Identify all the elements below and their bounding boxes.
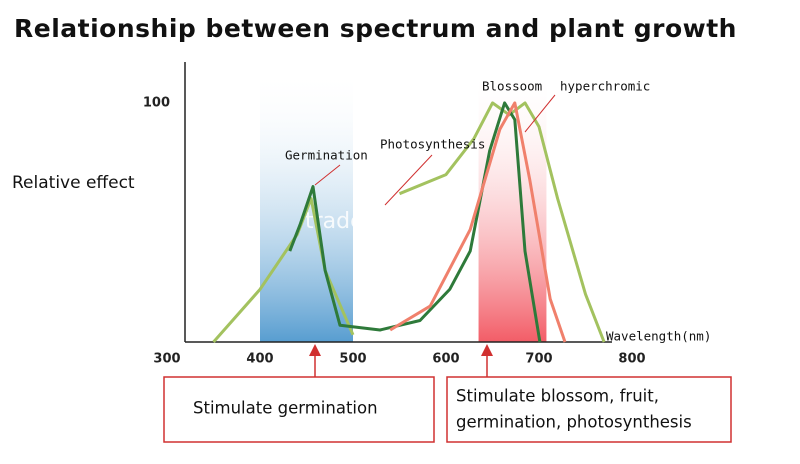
x-tick-label: 400 bbox=[246, 352, 273, 367]
leader bbox=[314, 164, 341, 186]
annotation: Blossoom bbox=[482, 79, 542, 94]
callout-text: Stimulate germination bbox=[193, 399, 378, 418]
annotation: hyperchromic bbox=[560, 79, 650, 94]
y-tick-label: 100 bbox=[143, 95, 170, 110]
curve bbox=[288, 101, 542, 343]
x-tick-label: 600 bbox=[432, 352, 459, 367]
callout-box bbox=[163, 376, 435, 443]
chart-title: Relationship between spectrum and plant … bbox=[14, 14, 737, 43]
watermark: trade.china.cn bbox=[305, 209, 463, 234]
annotation: Germination bbox=[285, 148, 368, 163]
y-axis-label: Relative effect bbox=[12, 173, 135, 193]
annotation: Photosynthesis bbox=[380, 137, 485, 152]
leader bbox=[524, 94, 556, 133]
x-tick-label: 800 bbox=[618, 352, 645, 367]
x-axis-label: Wavelength(nm) bbox=[606, 329, 711, 344]
x-tick-label: 300 bbox=[153, 352, 180, 367]
callout-text: Stimulate blossom, fruit, bbox=[456, 387, 659, 406]
leader bbox=[384, 154, 433, 206]
x-tick-label: 500 bbox=[339, 352, 366, 367]
x-tick-label: 700 bbox=[525, 352, 552, 367]
callout-box bbox=[446, 376, 732, 443]
callout-text: germination, photosynthesis bbox=[456, 413, 692, 432]
curve bbox=[389, 101, 567, 343]
